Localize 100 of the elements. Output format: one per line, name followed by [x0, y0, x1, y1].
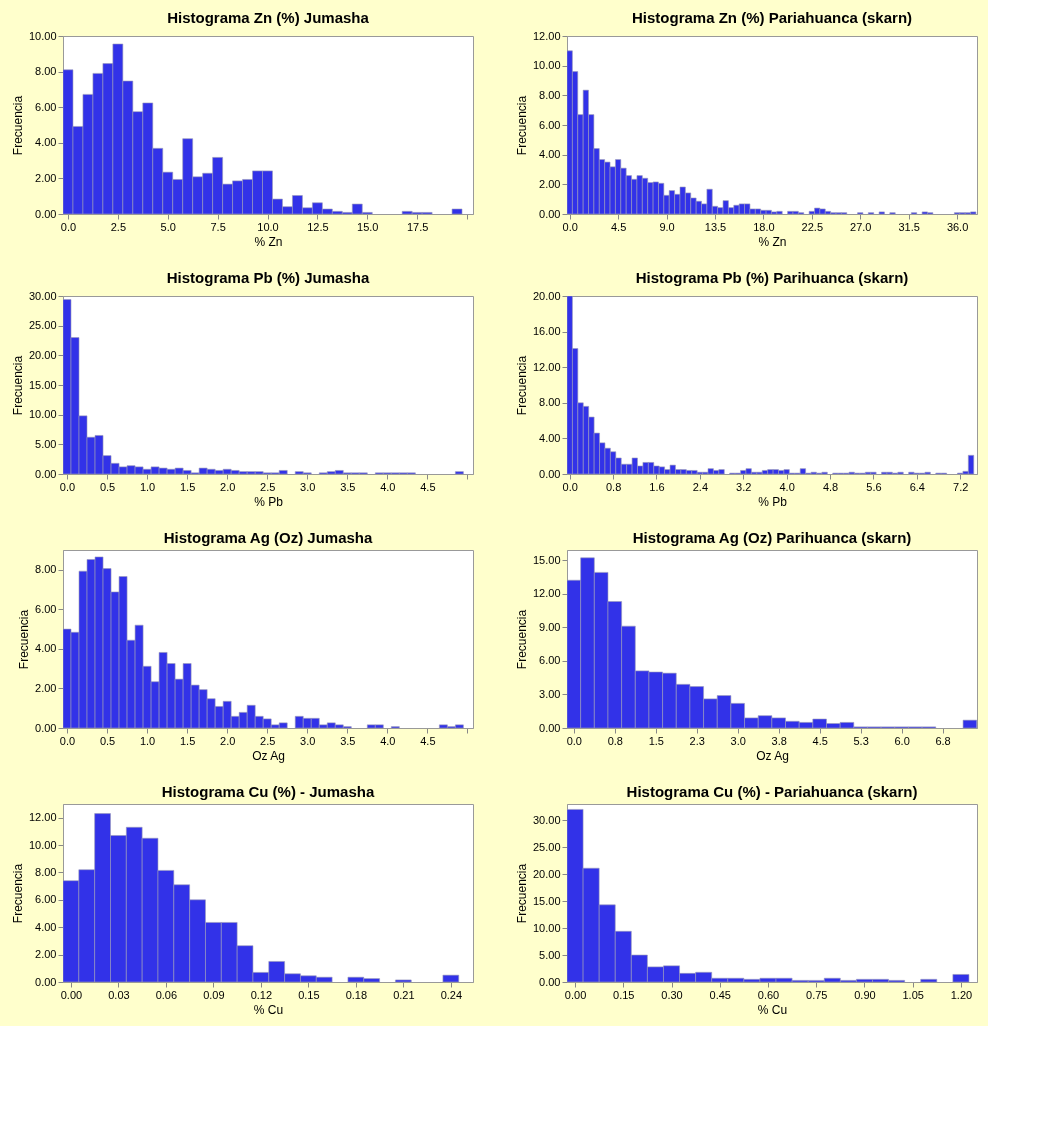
x-tick-label: 0.0: [562, 480, 578, 493]
y-tick-label: 25.00: [532, 840, 561, 853]
x-tick-label: 2.5: [110, 220, 127, 233]
y-tick-label: 9.00: [539, 620, 561, 633]
x-axis-title: % Pb: [254, 494, 284, 509]
chart-title: Histograma Ag (Oz) Parihuanca (skarn): [632, 529, 912, 546]
y-tick-label: 0.00: [539, 975, 561, 988]
x-tick-label: 0.09: [203, 988, 225, 1001]
y-tick-label: 0.00: [539, 467, 561, 480]
y-tick-label: 4.00: [539, 431, 561, 444]
x-tick-label: 1.5: [179, 480, 196, 493]
y-axis-title: Frecuencia: [10, 95, 25, 156]
x-tick-label: 17.5: [406, 220, 429, 233]
y-tick-label: 10.00: [28, 838, 57, 851]
y-tick-label: 8.00: [539, 88, 561, 101]
x-axis-title: % Cu: [757, 1002, 788, 1017]
x-tick-label: 4.5: [420, 734, 436, 747]
x-tick-label: 0.8: [605, 480, 622, 493]
y-tick-label: 16.00: [532, 325, 561, 338]
x-tick-label: 7.5: [210, 220, 226, 233]
y-axis-title: Frecuencia: [17, 609, 32, 670]
x-tick-label: 0.0: [566, 734, 582, 747]
y-tick-label: 8.00: [35, 865, 57, 878]
y-axis-title: Frecuencia: [514, 863, 529, 924]
y-tick-label: 10.00: [532, 921, 561, 934]
y-tick-label: 5.00: [539, 948, 561, 961]
x-tick-label: 0.0: [59, 734, 76, 747]
y-tick-label: 0.00: [35, 207, 57, 220]
y-tick-label: 6.00: [35, 602, 57, 615]
y-axis-title: Frecuencia: [514, 95, 529, 156]
y-tick-label: 12.00: [532, 29, 561, 42]
y-tick-label: 4.00: [539, 148, 561, 161]
x-tick-label: 4.5: [420, 480, 436, 493]
y-axis-title: Frecuencia: [514, 609, 529, 670]
x-tick-label: 2.5: [260, 480, 276, 493]
x-tick-label: 2.4: [692, 480, 709, 493]
y-tick-label: 25.00: [28, 319, 57, 332]
y-tick-label: 10.00: [532, 59, 561, 72]
y-tick-label: 20.00: [532, 289, 561, 302]
x-tick-label: 0.8: [607, 734, 623, 747]
x-tick-label: 2.5: [260, 734, 276, 747]
x-tick-label: 0.06: [155, 988, 178, 1001]
y-tick-label: 3.00: [539, 687, 561, 700]
x-tick-label: 13.5: [704, 220, 727, 233]
x-tick-label: 1.0: [139, 480, 156, 493]
x-tick-label: 3.2: [736, 480, 752, 493]
x-axis-title: Oz Ag: [252, 748, 285, 763]
chart-title: Histograma Zn (%) Pariahuanca (skarn): [631, 9, 913, 26]
x-tick-label: 1.6: [649, 480, 665, 493]
x-axis-title: % Cu: [253, 1002, 284, 1017]
y-tick-label: 4.00: [35, 642, 57, 655]
y-tick-label: 2.00: [35, 171, 57, 184]
y-tick-label: 15.00: [28, 378, 57, 391]
x-tick-label: 1.0: [139, 734, 156, 747]
y-tick-label: 6.00: [539, 118, 561, 131]
y-tick-label: 30.00: [532, 813, 561, 826]
y-tick-label: 0.00: [539, 721, 561, 734]
y-tick-label: 20.00: [532, 867, 561, 880]
x-tick-label: 22.5: [801, 220, 824, 233]
chart-title: Histograma Pb (%) Parihuanca (skarn): [635, 269, 909, 286]
chart-title: Histograma Ag (Oz) Jumasha: [163, 529, 373, 546]
y-tick-label: 10.00: [28, 408, 57, 421]
x-tick-label: 6.4: [909, 480, 925, 493]
x-axis-title: Oz Ag: [756, 748, 789, 763]
y-axis-title: Frecuencia: [514, 355, 529, 416]
y-tick-label: 2.00: [539, 177, 561, 190]
chart-title: Histograma Zn (%) Jumasha: [167, 9, 370, 26]
x-tick-label: 15.0: [357, 220, 379, 233]
x-tick-label: 18.0: [753, 220, 775, 233]
x-tick-label: 3.0: [300, 734, 316, 747]
x-axis-title: % Zn: [254, 234, 283, 249]
y-tick-label: 30.00: [28, 289, 57, 302]
x-tick-label: 0.60: [757, 988, 780, 1001]
y-tick-label: 6.00: [35, 100, 57, 113]
x-tick-label: 0.0: [60, 220, 77, 233]
x-axis-title: % Zn: [758, 234, 787, 249]
y-tick-label: 20.00: [28, 348, 57, 361]
x-tick-label: 10.0: [257, 220, 279, 233]
x-tick-label: 0.18: [345, 988, 368, 1001]
x-tick-label: 0.0: [59, 480, 76, 493]
x-tick-label: 0.12: [250, 988, 273, 1001]
y-tick-label: 12.00: [532, 587, 561, 600]
x-tick-label: 9.0: [659, 220, 675, 233]
x-tick-label: 36.0: [946, 220, 969, 233]
chart-title: Histograma Pb (%) Jumasha: [166, 269, 370, 286]
x-tick-label: 0.0: [562, 220, 578, 233]
x-tick-label: 6.0: [894, 734, 910, 747]
x-tick-label: 7.2: [953, 480, 969, 493]
chart-title: Histograma Cu (%) - Jumasha: [161, 783, 375, 800]
x-tick-label: 5.6: [866, 480, 882, 493]
x-tick-label: 1.05: [902, 988, 924, 1001]
x-tick-label: 3.8: [771, 734, 787, 747]
x-tick-label: 0.90: [854, 988, 876, 1001]
y-tick-label: 4.00: [35, 136, 57, 149]
y-tick-label: 0.00: [35, 721, 57, 734]
x-tick-label: 6.8: [935, 734, 951, 747]
x-tick-label: 12.5: [307, 220, 329, 233]
x-tick-label: 0.21: [393, 988, 415, 1001]
x-tick-label: 5.0: [160, 220, 176, 233]
x-tick-label: 31.5: [898, 220, 920, 233]
